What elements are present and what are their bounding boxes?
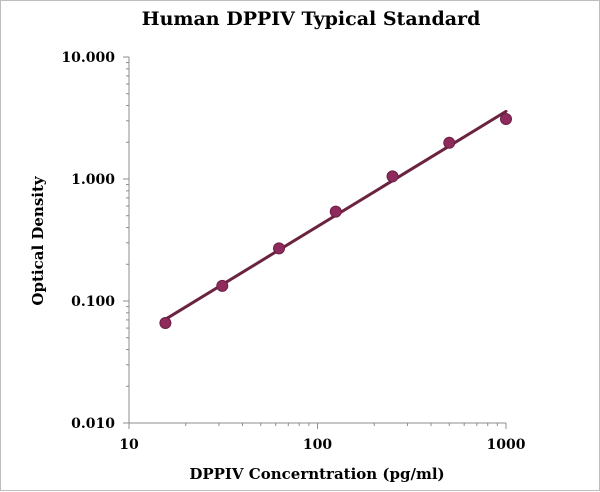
x-tick-label: 100 — [303, 437, 332, 453]
data-point — [273, 242, 286, 255]
data-point — [216, 279, 229, 292]
data-points — [159, 113, 512, 330]
y-tick-label: 0.100 — [71, 294, 115, 310]
x-axis-label: DPPIV Concerntration (pg/ml) — [189, 465, 444, 483]
y-tick-label: 1.000 — [71, 172, 115, 188]
ticks — [123, 56, 507, 429]
data-point — [386, 170, 399, 183]
data-point — [159, 317, 172, 330]
x-tick-label: 1000 — [487, 437, 526, 453]
y-axis-label: Optical Density — [29, 175, 47, 305]
data-point — [443, 136, 456, 149]
x-tick-label: 10 — [119, 437, 139, 453]
y-tick-label: 0.010 — [71, 416, 115, 432]
chart-title: Human DPPIV Typical Standard — [142, 8, 481, 30]
tick-labels: 0.010 0.100 1.000 10.000 10 100 1000 — [61, 50, 525, 453]
axes — [128, 57, 506, 424]
data-point — [500, 113, 512, 126]
y-tick-label: 10.000 — [61, 50, 115, 66]
data-point — [329, 205, 342, 218]
